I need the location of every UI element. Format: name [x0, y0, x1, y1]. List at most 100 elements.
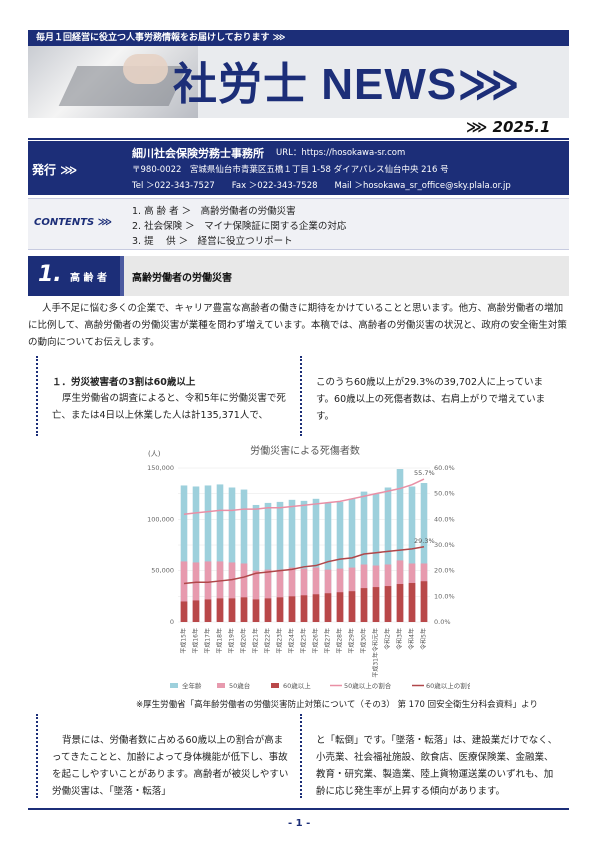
legend-swatch [271, 683, 279, 688]
x-tick-label: 平成18年 [216, 628, 224, 654]
data-label: 55.7% [414, 469, 435, 477]
newsletter-logo: 社労士 NEWS⋙ [173, 60, 521, 109]
masthead: 社労士 NEWS⋙ [28, 46, 569, 118]
x-tick-label: 平成28年 [336, 628, 344, 654]
x-tick-label: 令和3年 [396, 628, 404, 650]
bar-1 [372, 493, 380, 622]
series-line-1 [183, 478, 425, 515]
series-line-2 [183, 546, 425, 585]
publisher-block: 発行 ⋙ 細川社会保険労務士事務所 URL：https://hosokawa-s… [28, 141, 569, 195]
x-tick-label: 令和2年 [384, 628, 392, 650]
y2-tick-label: 50.0% [434, 490, 455, 498]
bar-2 [276, 569, 284, 622]
y2-tick-label: 40.0% [434, 515, 455, 523]
bar-1 [420, 483, 428, 622]
article-paragraph: 背景には、労働者数に占める60歳以上の割合が高まってきたことと、加齢によって身体… [52, 735, 289, 797]
section-header: 1. 高 齢 者 高齢労働者の労働災害 [28, 256, 569, 296]
x-tick-label: 令和5年 [420, 628, 428, 650]
divider [28, 138, 569, 140]
article-column-right: と「転倒」です。「墜落・転落」は、建設業だけでなく、小売業、社会福祉施設、飲食店… [300, 714, 570, 798]
article-paragraph: と「転倒」です。「墜落・転落」は、建設業だけでなく、小売業、社会福祉施設、飲食店… [316, 735, 558, 797]
chart-ylabel: (人) [148, 450, 161, 458]
chart-bars [180, 469, 428, 622]
legend-swatch [170, 683, 178, 688]
x-tick-label: 平成31年令和元年 [372, 628, 380, 678]
bar-2 [180, 561, 188, 622]
bar-1 [216, 484, 224, 622]
bar-3 [336, 592, 344, 622]
bar-3 [384, 586, 392, 622]
bar-2 [192, 562, 200, 622]
article-column-left: １．労災被害者の3割は60歳以上 厚生労働省の調査によると、令和5年に労働災害で… [36, 356, 300, 436]
x-tick-label: 平成19年 [228, 628, 236, 654]
x-tick-label: 平成29年 [348, 628, 356, 654]
y2-tick-label: 10.0% [434, 592, 455, 600]
x-tick-label: 平成26年 [312, 628, 320, 654]
bar-1 [180, 485, 188, 622]
bar-1 [240, 489, 248, 622]
intro-paragraph: 人手不足に悩む多くの企業で、キャリア豊富な高齢者の働きに期待をかけていることと思… [28, 303, 567, 348]
data-label: 29.3% [414, 537, 435, 545]
chart-axes: 0 50,000 100,000 150,000 0.0% 10.0% 20.0% 30.0%… [147, 464, 455, 678]
source-note: ※厚生労働省「高年齢労働者の労働災害防止対策について（その3） 第 170 回安… [136, 700, 538, 710]
section-title: 高齢労働者の労働災害 [132, 273, 232, 284]
contents-item[interactable]: 2. 社会保険 ＞ マイナ保険証に関する企業の対応 [132, 221, 347, 232]
bar-1 [252, 504, 260, 622]
article-paragraph: 厚生労働省の調査によると、令和5年に労働災害で死亡、または4日以上休業した人は計… [52, 393, 286, 421]
injury-chart: 労働災害による死傷者数 (人) 55.7% 29.3% 0 50,000 100,00… [147, 444, 470, 690]
y-tick-label: 0 [170, 618, 174, 626]
header-tagline: 毎月１回経営に役立つ人事労務情報をお届けしております ⋙ [28, 30, 569, 46]
footer-divider [28, 808, 569, 810]
bar-2 [264, 569, 272, 622]
section-divider [120, 256, 124, 296]
bar-3 [276, 597, 284, 622]
bar-2 [252, 570, 260, 622]
contents-item[interactable]: 3. 提 供 ＞ 経営に役立つリポート [132, 236, 293, 247]
bar-1 [360, 491, 368, 622]
bar-1 [264, 502, 272, 622]
legend-label: 50歳以上の割合 [344, 681, 392, 690]
section-label: 高 齢 者 [70, 273, 107, 284]
bar-3 [300, 595, 308, 622]
legend-label: 60歳以上の割合 [426, 681, 470, 690]
bar-1 [396, 469, 404, 622]
y2-tick-label: 20.0% [434, 567, 455, 575]
publisher-contact: Tel ＞022-343-7527 Fax ＞022-343-7528 Mail… [132, 181, 511, 191]
bar-1 [312, 498, 320, 622]
bar-3 [228, 598, 236, 622]
x-tick-label: 平成24年 [288, 628, 296, 654]
bar-3 [216, 598, 224, 622]
bar-1 [204, 485, 212, 622]
bar-2 [204, 561, 212, 622]
bar-2 [240, 563, 248, 622]
article-paragraph: このうち60歳以上が29.3%の39,702人に上っています。60歳以上の死傷者… [316, 377, 546, 422]
section-badge: 1. 高 齢 者 [28, 256, 120, 296]
x-tick-label: 平成25年 [300, 628, 308, 654]
y2-tick-label: 30.0% [434, 541, 455, 549]
bar-3 [360, 588, 368, 622]
bar-1 [408, 486, 416, 622]
chart-title: 労働災害による死傷者数 [250, 444, 360, 457]
article-column-right: このうち60歳以上が29.3%の39,702人に上っています。60歳以上の死傷者… [300, 356, 570, 436]
bar-3 [324, 593, 332, 622]
bar-1 [288, 499, 296, 622]
section-number: 1. [38, 262, 62, 287]
legend-label: 50歳台 [229, 681, 250, 690]
contents-item[interactable]: 1. 高 齢 者 ＞ 高齢労働者の労働災害 [132, 206, 296, 217]
article-subheading: １．労災被害者の3割は60歳以上 [52, 377, 196, 388]
bar-3 [420, 581, 428, 622]
y2-tick-label: 0.0% [434, 618, 451, 626]
legend-label: 60歳以上 [283, 681, 311, 690]
y-tick-label: 50,000 [151, 567, 174, 575]
publisher-url[interactable]: URL：https://hosokawa-sr.com [276, 148, 406, 158]
bar-1 [192, 486, 200, 622]
bar-3 [180, 601, 188, 622]
page-number: - 1 - [288, 818, 311, 829]
legend-label: 全年齢 [182, 681, 202, 690]
x-tick-label: 令和4年 [408, 628, 416, 650]
publisher-label: 発行 ⋙ [32, 163, 78, 177]
bar-3 [204, 599, 212, 622]
bar-2 [288, 567, 296, 622]
chart-legend: 全年齢 50歳台 60歳以上 50歳以上の割合 60歳以上の割合 [170, 681, 470, 690]
article-column-left: 背景には、労働者数に占める60歳以上の割合が高まってきたことと、加齢によって身体… [36, 714, 300, 798]
